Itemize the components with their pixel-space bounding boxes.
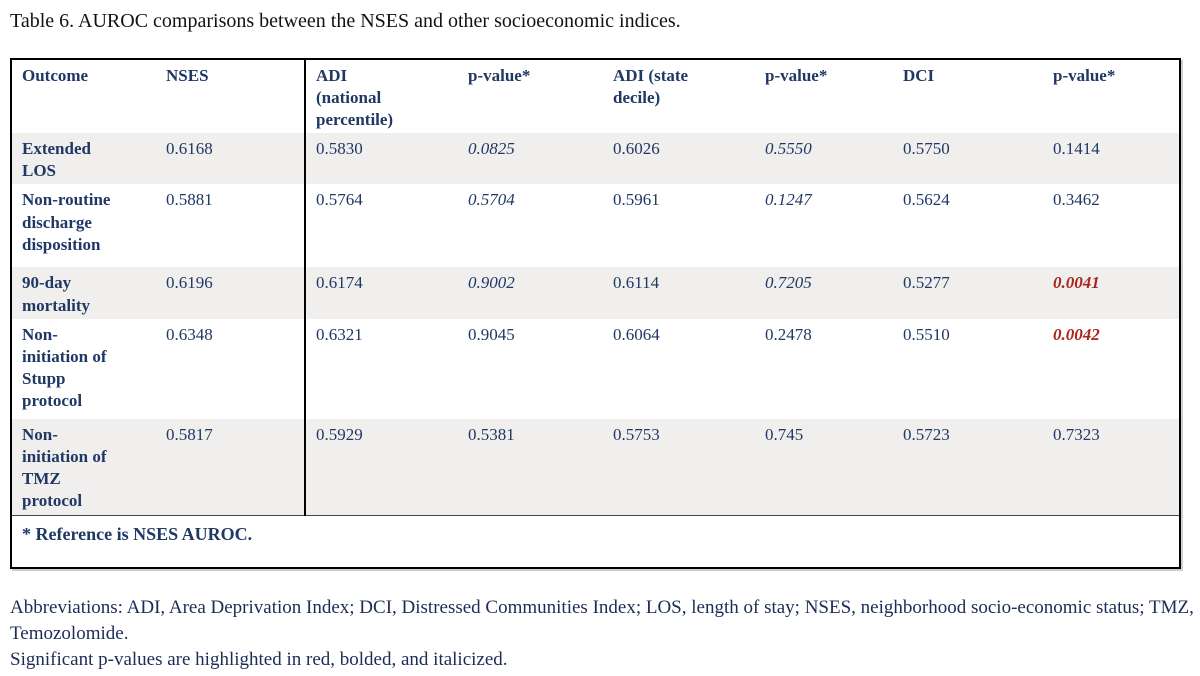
header-row: Outcome NSES ADI (national percentile) p… <box>11 59 1180 134</box>
column-header-label: p-value* <box>765 66 828 85</box>
value-cell: 0.6321 <box>304 318 458 419</box>
value-cell: 0.5750 <box>903 139 950 159</box>
value-cell: 0.9045 <box>468 324 515 344</box>
outcome-cell: Non-routine discharge disposition <box>11 184 156 267</box>
outcome-cell: Extended LOS <box>11 133 156 184</box>
value-cell: 0.1414 <box>1053 139 1100 159</box>
outcome-label: Non-routine discharge disposition <box>22 190 111 254</box>
column-header-pvalue-3: p-value* <box>1043 59 1180 134</box>
auroc-comparison-table: Outcome NSES ADI (national percentile) p… <box>10 58 1181 569</box>
column-header-pvalue-2: p-value* <box>755 59 893 134</box>
value-cell: 0.5510 <box>903 324 950 344</box>
table-row: Non-initiation of TMZ protocol 0.5817 0.59… <box>11 418 1180 516</box>
value-cell: 0.5277 <box>903 273 950 293</box>
value-cell: 0.0825 <box>468 139 515 159</box>
value-cell: 0.5764 <box>304 184 458 268</box>
column-header-label: ADI (state decile) <box>613 66 689 108</box>
value-cell: 0.6064 <box>613 324 660 344</box>
column-header-outcome: Outcome <box>11 59 156 134</box>
value-cell: 0.7205 <box>765 273 812 293</box>
outcome-cell: Non-initiation of Stupp protocol <box>11 319 156 419</box>
outcome-label: Extended LOS <box>22 139 91 181</box>
value-cell: 0.6026 <box>613 139 660 159</box>
table-row: 90-day mortality 0.6196 0.6174 0.9002 0.6114… <box>11 267 1180 319</box>
value-cell: 0.6348 <box>166 324 213 344</box>
abbreviations-note: Abbreviations: ADI, Area Deprivation Ind… <box>10 596 1194 644</box>
column-header-label: Outcome <box>22 66 89 85</box>
value-cell: 0.5723 <box>903 424 950 444</box>
notes-block: Abbreviations: ADI, Area Deprivation Ind… <box>10 595 1194 674</box>
value-cell: 0.3462 <box>1053 190 1100 210</box>
table-row: Non-routine discharge disposition 0.5881 0… <box>11 184 1180 268</box>
column-header-pvalue-1: p-value* <box>458 59 603 134</box>
table-row: Non-initiation of Stupp protocol 0.6348 0.… <box>11 318 1180 419</box>
value-cell: 0.6196 <box>166 273 213 293</box>
column-header-adi-state: ADI (state decile) <box>603 59 755 134</box>
column-header-label: ADI (national percentile) <box>316 66 394 130</box>
column-header-label: p-value* <box>1053 66 1116 85</box>
value-cell: 0.5830 <box>304 133 458 185</box>
value-cell: 0.5550 <box>765 139 812 159</box>
column-header-label: NSES <box>166 66 209 85</box>
value-cell: 0.6174 <box>304 267 458 319</box>
column-header-adi-national: ADI (national percentile) <box>304 59 458 134</box>
value-cell: 0.9002 <box>468 273 515 293</box>
outcome-cell: Non-initiation of TMZ protocol <box>11 419 156 516</box>
column-header-nses: NSES <box>156 59 305 134</box>
value-cell: 0.0042 <box>1053 324 1100 344</box>
value-cell: 0.5929 <box>304 418 458 516</box>
value-cell: 0.5881 <box>166 190 213 210</box>
value-cell: 0.6114 <box>613 273 660 293</box>
value-cell: 0.5817 <box>166 424 213 444</box>
value-cell: 0.5961 <box>613 190 660 210</box>
outcome-label: Non-initiation of Stupp protocol <box>22 324 107 410</box>
value-cell: 0.0041 <box>1053 273 1100 293</box>
outcome-label: Non-initiation of TMZ protocol <box>22 424 107 510</box>
value-cell: 0.5381 <box>468 424 515 444</box>
value-cell: 0.745 <box>765 424 804 444</box>
column-header-label: DCI <box>903 66 935 85</box>
value-cell: 0.5624 <box>903 190 950 210</box>
outcome-label: 90-day mortality <box>22 273 90 315</box>
outcome-cell: 90-day mortality <box>11 267 156 318</box>
table-caption: Table 6. AUROC comparisons between the N… <box>10 10 681 32</box>
table-row: Extended LOS 0.6168 0.5830 0.0825 0.6026 0.55… <box>11 133 1180 185</box>
significance-note: Significant p-values are highlighted in … <box>10 649 508 671</box>
value-cell: 0.6168 <box>166 139 213 159</box>
column-header-label: p-value* <box>468 66 531 85</box>
value-cell: 0.5704 <box>468 190 515 210</box>
table-footnote-row: * Reference is NSES AUROC. <box>11 515 1180 568</box>
column-header-dci: DCI <box>893 59 1043 134</box>
table-footnote: * Reference is NSES AUROC. <box>11 515 1180 568</box>
table-body: Extended LOS 0.6168 0.5830 0.0825 0.6026 0.55… <box>11 133 1180 568</box>
value-cell: 0.1247 <box>765 190 812 210</box>
value-cell: 0.5753 <box>613 424 660 444</box>
table-header: Outcome NSES ADI (national percentile) p… <box>11 59 1180 134</box>
value-cell: 0.2478 <box>765 324 812 344</box>
value-cell: 0.7323 <box>1053 424 1100 444</box>
